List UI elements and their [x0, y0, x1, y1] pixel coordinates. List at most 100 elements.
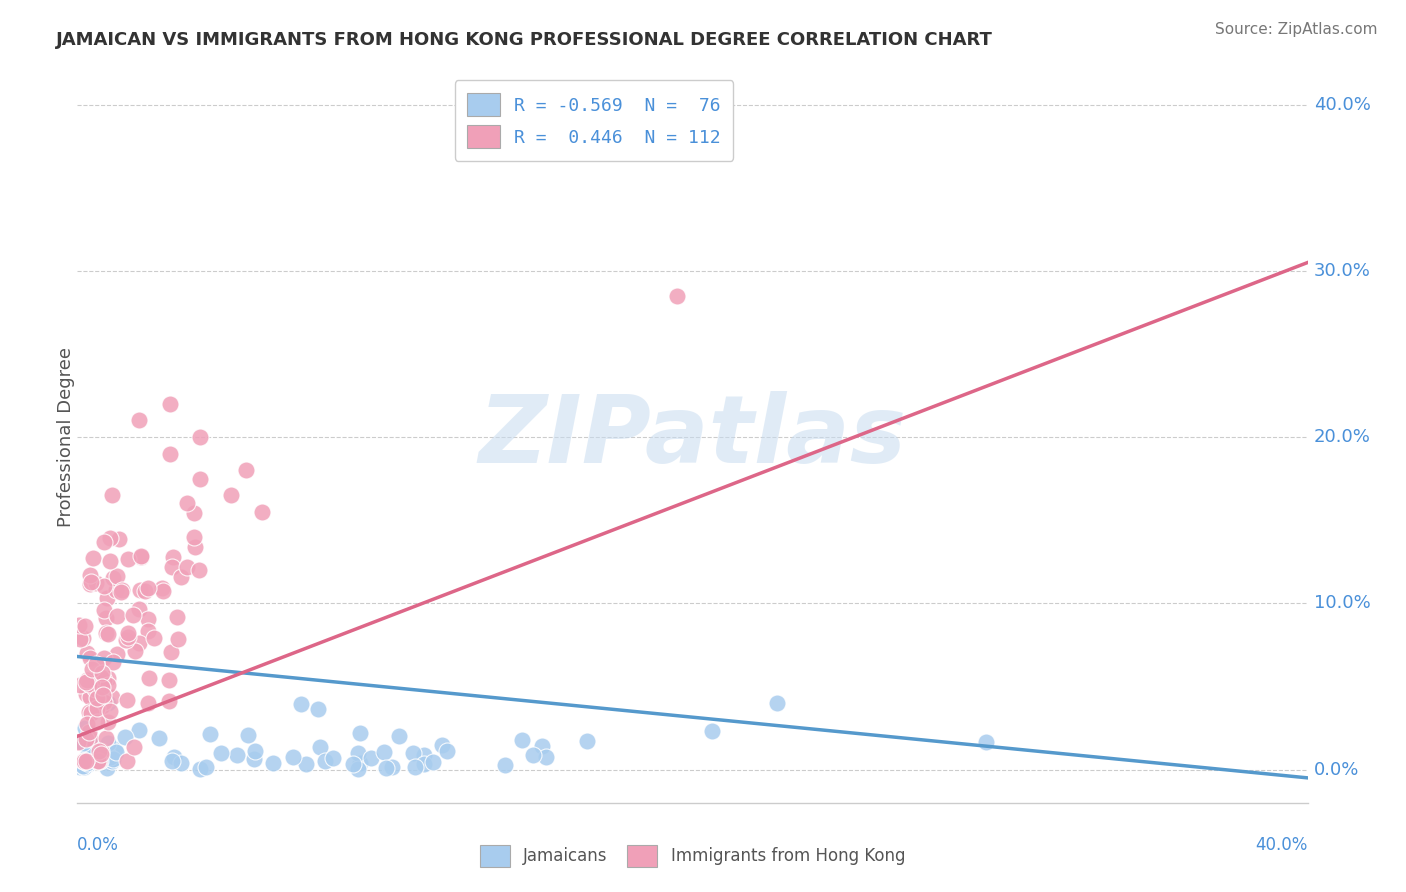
Point	[73, 618, 96, 632]
Point	[250, 505, 273, 519]
Point	[79, 574, 101, 589]
Point	[243, 744, 266, 758]
Point	[128, 413, 150, 427]
Point	[281, 750, 304, 764]
Point	[96, 591, 118, 606]
Point	[129, 550, 152, 565]
Point	[86, 754, 108, 768]
Point	[76, 674, 98, 689]
Point	[101, 488, 124, 502]
Point	[77, 747, 100, 761]
Point	[97, 736, 120, 750]
Point	[86, 690, 108, 705]
Point	[86, 715, 108, 730]
Point	[194, 760, 217, 774]
Point	[101, 755, 124, 769]
Point	[188, 472, 212, 486]
Point	[575, 733, 598, 747]
Point	[295, 756, 318, 771]
Point	[534, 750, 557, 764]
Point	[152, 583, 174, 598]
Point	[188, 430, 212, 444]
Point	[176, 496, 198, 510]
Point	[209, 746, 232, 760]
Point	[72, 754, 94, 768]
Point	[183, 531, 205, 545]
Point	[108, 532, 131, 546]
Point	[90, 747, 112, 762]
Point	[124, 739, 146, 754]
Point	[412, 757, 434, 772]
Text: 40.0%: 40.0%	[1313, 95, 1371, 113]
Y-axis label: Professional Degree: Professional Degree	[58, 347, 75, 527]
Point	[187, 563, 209, 577]
Point	[77, 725, 100, 739]
Point	[188, 762, 211, 776]
Point	[91, 698, 114, 713]
Point	[124, 644, 146, 658]
Point	[531, 739, 554, 753]
Point	[90, 744, 112, 758]
Point	[226, 747, 249, 762]
Point	[349, 725, 371, 739]
Point	[349, 756, 371, 771]
Point	[87, 754, 110, 768]
Point	[84, 741, 107, 756]
Point	[136, 624, 159, 639]
Point	[75, 721, 97, 735]
Point	[93, 534, 115, 549]
Point	[79, 567, 101, 582]
Point	[73, 760, 96, 774]
Point	[97, 627, 120, 641]
Point	[136, 612, 159, 626]
Point	[93, 695, 115, 709]
Point	[100, 749, 122, 764]
Point	[75, 687, 97, 701]
Point	[77, 757, 100, 772]
Point	[236, 728, 259, 742]
Point	[167, 632, 190, 647]
Point	[309, 739, 332, 754]
Point	[436, 744, 458, 758]
Point	[77, 677, 100, 691]
Point	[342, 757, 364, 772]
Point	[404, 760, 426, 774]
Point	[72, 736, 94, 750]
Point	[93, 579, 115, 593]
Point	[170, 756, 193, 770]
Point	[494, 758, 516, 772]
Point	[86, 739, 108, 754]
Point	[129, 549, 152, 563]
Point	[111, 582, 134, 597]
Point	[766, 696, 789, 710]
Point	[360, 751, 382, 765]
Point	[84, 700, 107, 714]
Point	[89, 744, 111, 758]
Point	[128, 723, 150, 737]
Point	[72, 760, 94, 774]
Point	[76, 756, 98, 770]
Point	[128, 582, 150, 597]
Point	[79, 577, 101, 591]
Point	[128, 636, 150, 650]
Point	[522, 748, 544, 763]
Point	[430, 738, 453, 752]
Point	[314, 754, 336, 768]
Point	[69, 632, 91, 646]
Point	[666, 289, 689, 303]
Point	[75, 754, 97, 768]
Point	[159, 447, 181, 461]
Point	[138, 696, 160, 710]
Point	[198, 727, 221, 741]
Point	[184, 540, 207, 554]
Point	[75, 754, 97, 768]
Point	[700, 723, 723, 738]
Point	[307, 702, 329, 716]
Point	[79, 731, 101, 745]
Text: 10.0%: 10.0%	[1313, 594, 1371, 612]
Text: 30.0%: 30.0%	[1313, 262, 1371, 280]
Point	[117, 552, 139, 566]
Point	[76, 717, 98, 731]
Point	[72, 631, 94, 645]
Point	[84, 575, 107, 590]
